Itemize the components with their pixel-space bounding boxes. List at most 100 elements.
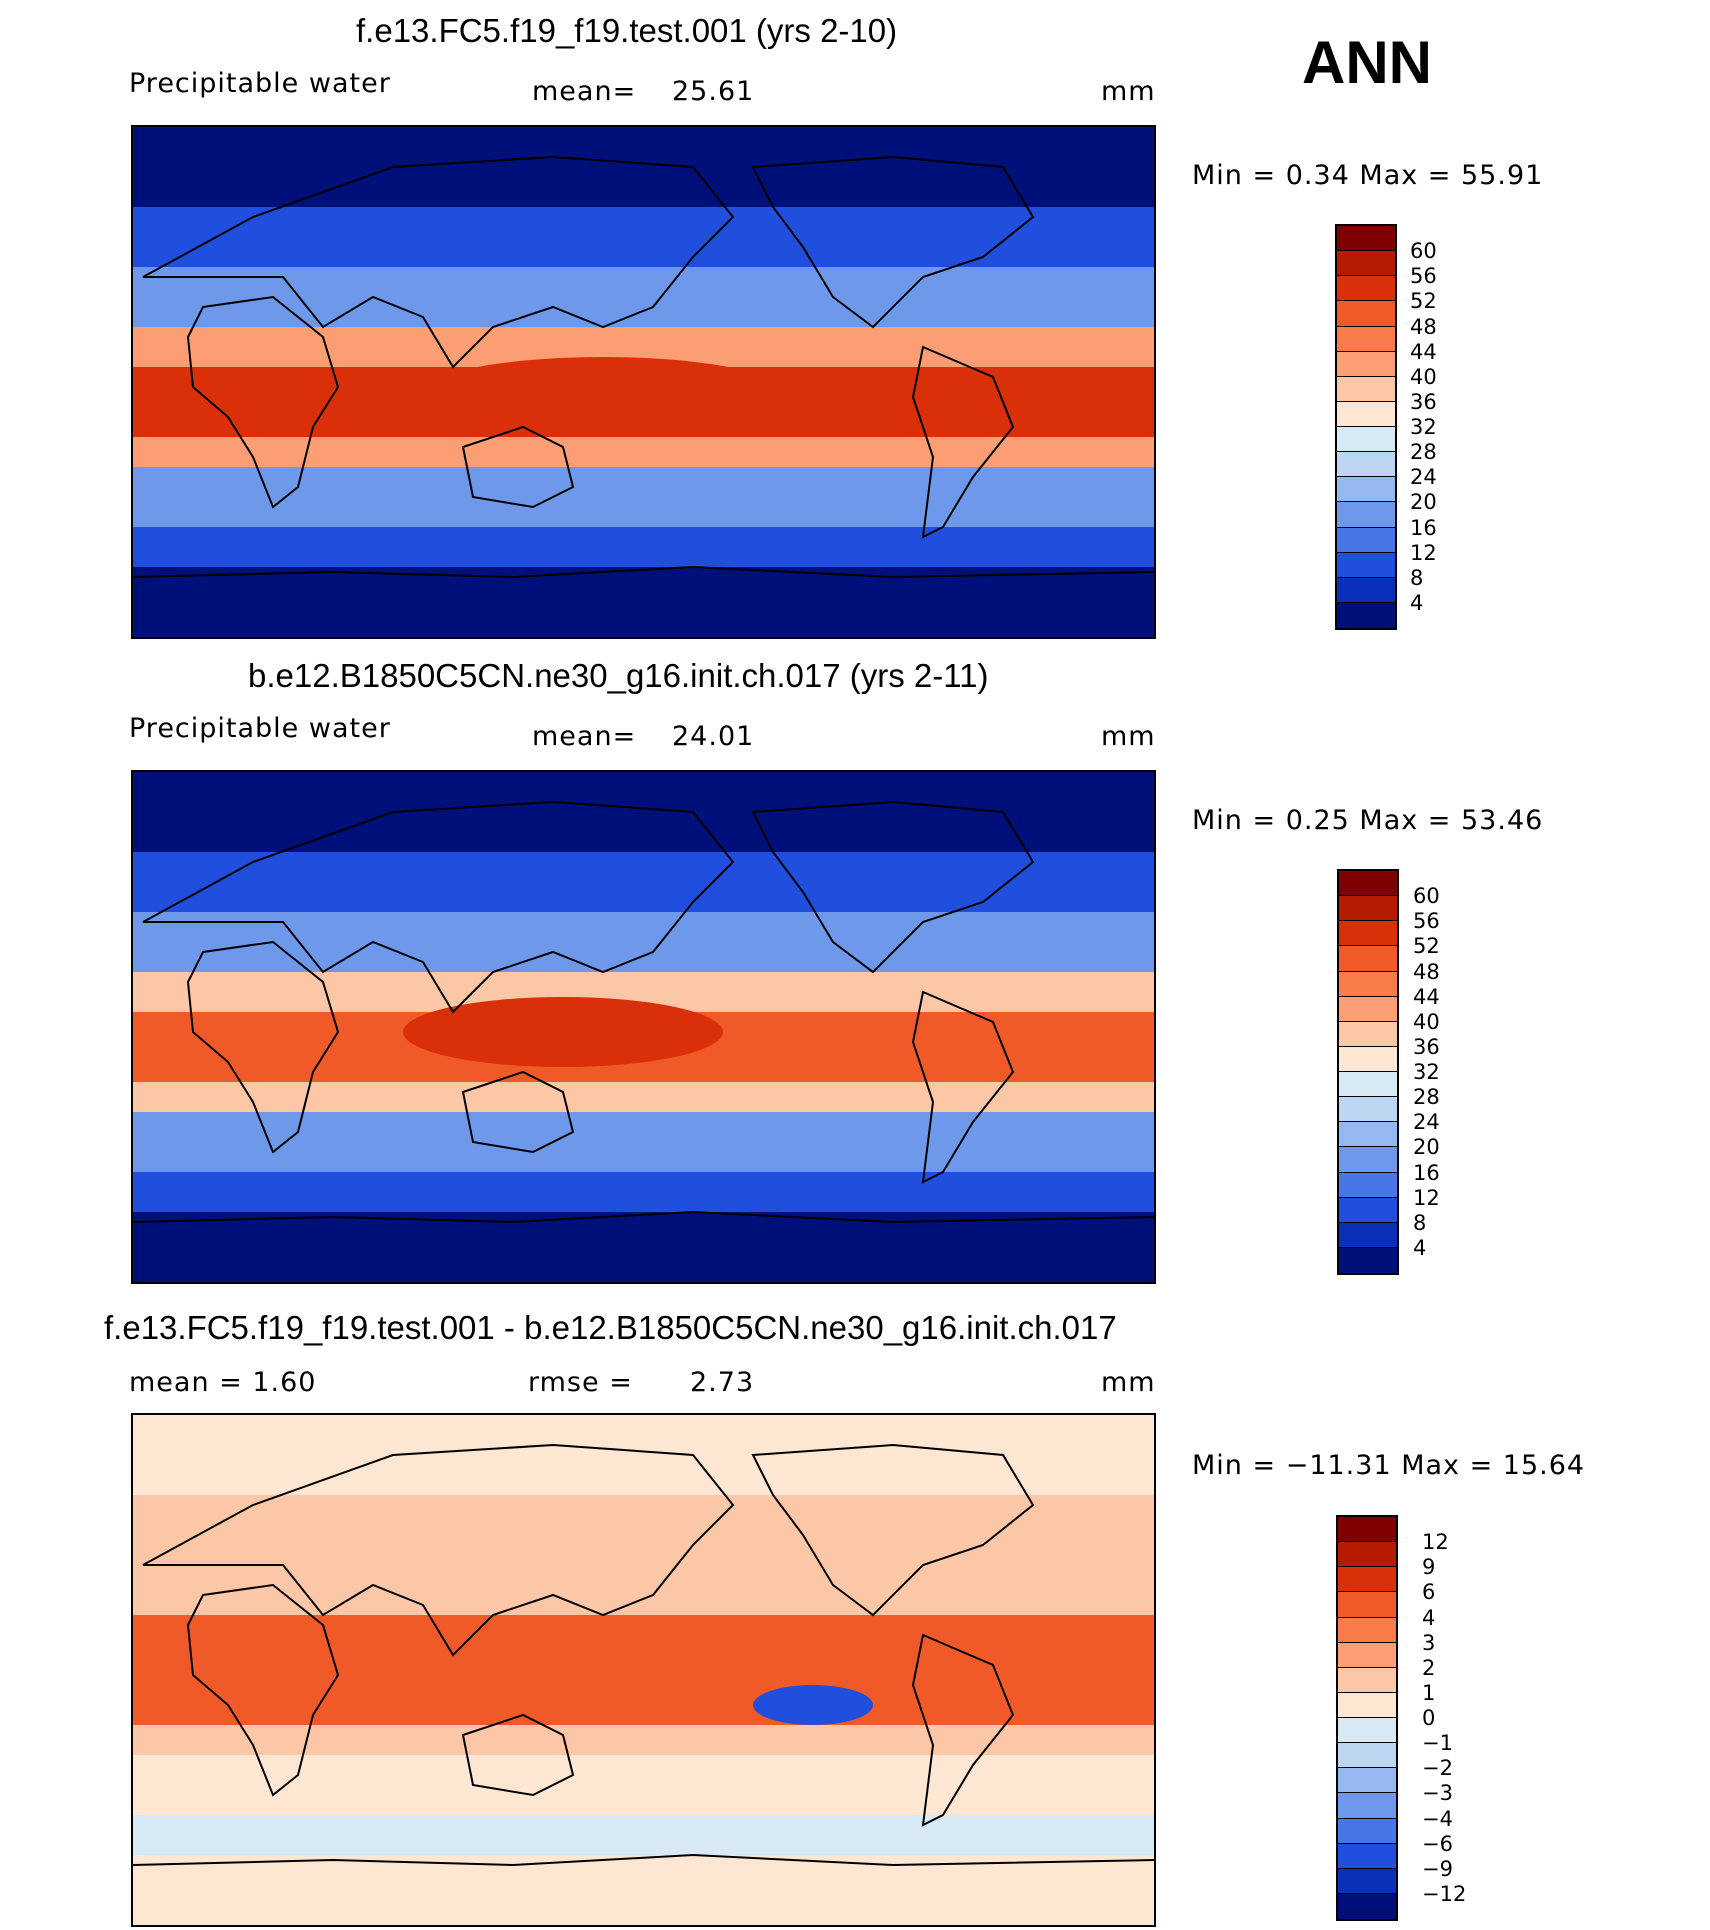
colorbar-control [1337,869,1399,1275]
colorbar-segment [1339,1247,1397,1273]
colorbar-segment [1338,1692,1396,1718]
coastline-antarctica [133,1210,1154,1224]
colorbar-segment [1338,1818,1396,1844]
colorbar-segment [1339,1147,1397,1173]
panel-mean-value-control: 24.01 [672,721,755,752]
colorbar-tick-label: 0 [1422,1706,1436,1730]
band-north-polar [133,1415,1154,1495]
colorbar-tick-label: 44 [1413,984,1440,1009]
colorbar-tick-label: 12 [1422,1530,1449,1555]
colorbar-tick-label: 48 [1410,314,1437,339]
panel-title-test: f.e13.FC5.f19_f19.test.001 (yrs 2-10) [356,12,898,49]
colorbar-segment [1338,1743,1396,1769]
colorbar-segment [1338,1542,1396,1568]
coastline-eurasia [142,800,735,1014]
map-difference [131,1413,1156,1927]
colorbar-segment [1339,1097,1397,1123]
coastlines [133,800,1154,1224]
panel-title-difference: f.e13.FC5.f19_f19.test.001 - b.e12.B1850… [104,1309,1117,1346]
colorbar-segment [1338,1893,1396,1919]
colorbar-tick-label: 2 [1422,1655,1436,1680]
colorbar-tick-label: 12 [1413,1185,1440,1210]
panel-rmse-label-difference: rmse = [528,1367,633,1398]
season-label: ANN [1302,29,1432,96]
map-field-test [133,127,1154,637]
colorbar-segment [1337,251,1395,277]
colorbar-tick-label: 16 [1413,1160,1440,1185]
band-south-highlat [133,527,1154,567]
colorbar-labels-test: 60 56 52 48 44 40 36 32 28 24 20 16 12 8 4 [1410,234,1470,615]
colorbar-segment [1337,477,1395,503]
colorbar-segment [1337,577,1395,603]
coastline-antarctica [133,565,1154,579]
colorbar-tick-label: 3 [1422,1630,1436,1655]
colorbar-tick-label: −2 [1422,1756,1453,1781]
band-south-polar [133,1855,1154,1925]
panel-units-test: mm [1101,76,1156,107]
colorbar-segment [1338,1592,1396,1618]
panel-variable-label-test: Precipitable water [129,68,391,99]
band-north-polar [133,772,1154,852]
coastline-australia [461,425,575,509]
band-south-polar [133,567,1154,637]
colorbar-segment [1338,1567,1396,1593]
coastline-south-america [911,990,1015,1184]
colorbar-segment [1339,896,1397,922]
colorbar-tick-label: 60 [1413,884,1440,909]
colorbar-segment [1339,1197,1397,1223]
colorbar-segment [1337,276,1395,302]
colorbar-segment [1337,602,1395,628]
colorbar-tick-label: −9 [1422,1856,1453,1881]
map-test [131,125,1156,639]
band-south-midlat [133,1755,1154,1815]
colorbar-segment [1339,1122,1397,1148]
colorbar-tick-label: 12 [1410,540,1437,565]
negative-anomaly-feature [753,1685,873,1725]
coastline-north-america [751,155,1035,329]
panel-mean-label-test: mean= [532,76,637,107]
colorbar-segment [1339,1021,1397,1047]
panel-mean-label-control: mean= [532,721,637,752]
colorbar-tick-label: −1 [1422,1731,1453,1756]
map-field-control [133,772,1154,1282]
colorbar-tick-label: 9 [1422,1555,1436,1580]
colorbar-tick-label: 40 [1410,364,1437,389]
colorbar-tick-label: 56 [1410,264,1437,289]
coastline-north-america [751,800,1035,974]
panel-mean-difference: mean = 1.60 [129,1367,317,1398]
colorbar-labels-difference: 12 9 6 4 3 2 1 0 −1 −2 −3 −4 −6 −9 −12 [1422,1525,1482,1906]
colorbar-tick-label: 52 [1410,289,1437,314]
colorbar-segment [1339,946,1397,972]
coastline-africa [186,940,340,1154]
panel-rmse-value-difference: 2.73 [690,1367,755,1398]
band-south-midlat [133,467,1154,527]
coastlines [133,155,1154,579]
colorbar-segment [1339,1072,1397,1098]
panel-mean-value-test: 25.61 [672,76,755,107]
warm-pool-feature [403,997,723,1067]
colorbar-tick-label: 32 [1410,415,1437,439]
colorbar-segment [1337,427,1395,453]
colorbar-segment [1337,351,1395,377]
colorbar-tick-label: 24 [1413,1110,1440,1135]
colorbar-tick-label: 28 [1413,1085,1440,1110]
coastline-australia [461,1070,575,1154]
map-field-difference [133,1415,1154,1925]
coastline-australia [461,1713,575,1797]
panel-minmax-difference: Min = −11.31 Max = 15.64 [1192,1450,1586,1481]
colorbar-segment [1338,1617,1396,1643]
colorbar-test [1335,224,1397,630]
colorbar-segment [1338,1642,1396,1668]
colorbar-tick-label: −12 [1422,1881,1467,1906]
colorbar-tick-label: 60 [1410,239,1437,264]
panel-units-control: mm [1101,721,1156,752]
colorbar-tick-label: 8 [1413,1210,1427,1235]
colorbar-segment [1337,326,1395,352]
warm-pool-feature [413,357,793,437]
colorbar-segment [1337,552,1395,578]
panel-title-control: b.e12.B1850C5CN.ne30_g16.init.ch.017 (yr… [248,657,989,694]
colorbar-tick-label: 48 [1413,959,1440,984]
colorbar-segment [1339,996,1397,1022]
colorbar-tick-label: −3 [1422,1781,1453,1806]
colorbar-tick-label: 56 [1413,909,1440,934]
